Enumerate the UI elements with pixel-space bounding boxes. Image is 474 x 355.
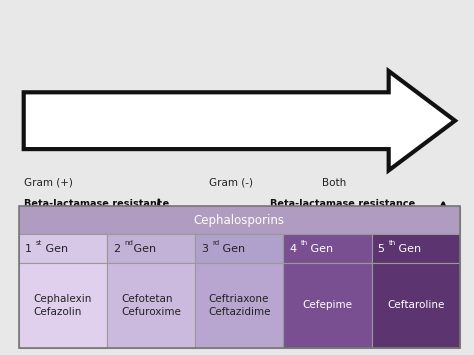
Text: 5: 5 xyxy=(377,244,384,253)
Text: th: th xyxy=(301,240,308,246)
Text: Gen: Gen xyxy=(395,244,421,253)
Text: Gen: Gen xyxy=(219,244,245,253)
Text: Both: Both xyxy=(322,178,346,187)
Bar xyxy=(372,234,460,263)
Text: Gram (-): Gram (-) xyxy=(209,178,253,187)
Bar xyxy=(195,263,283,348)
Text: Ceftriaxone
Ceftazidime: Ceftriaxone Ceftazidime xyxy=(208,294,271,317)
Text: 4: 4 xyxy=(289,244,296,253)
Bar xyxy=(107,263,195,348)
Text: 3: 3 xyxy=(201,244,208,253)
Text: 2: 2 xyxy=(113,244,120,253)
Text: Gen: Gen xyxy=(130,244,156,253)
Text: st: st xyxy=(36,240,43,246)
Bar xyxy=(19,263,107,348)
Polygon shape xyxy=(24,71,455,170)
Text: Gen: Gen xyxy=(307,244,333,253)
Bar xyxy=(283,234,372,263)
Text: Cefotetan
Cefuroxime: Cefotetan Cefuroxime xyxy=(121,294,181,317)
Text: Gen: Gen xyxy=(42,244,68,253)
Text: Ceftaroline: Ceftaroline xyxy=(387,300,445,310)
Text: Cefepime: Cefepime xyxy=(302,300,353,310)
Bar xyxy=(372,263,460,348)
Text: th: th xyxy=(389,240,396,246)
Bar xyxy=(283,263,372,348)
Text: Beta-lactamase resistance: Beta-lactamase resistance xyxy=(24,199,169,209)
Bar xyxy=(19,206,460,234)
Text: Cephalosporins: Cephalosporins xyxy=(194,214,285,226)
Text: nd: nd xyxy=(124,240,133,246)
Text: Gram (+): Gram (+) xyxy=(24,178,73,187)
Text: Beta-lactamase resistance: Beta-lactamase resistance xyxy=(270,199,415,209)
Text: Cephalexin
Cefazolin: Cephalexin Cefazolin xyxy=(34,294,92,317)
Bar xyxy=(19,234,107,263)
Bar xyxy=(107,234,195,263)
Bar xyxy=(19,206,460,348)
Text: 1: 1 xyxy=(25,244,32,253)
Text: rd: rd xyxy=(212,240,219,246)
Bar xyxy=(195,234,283,263)
